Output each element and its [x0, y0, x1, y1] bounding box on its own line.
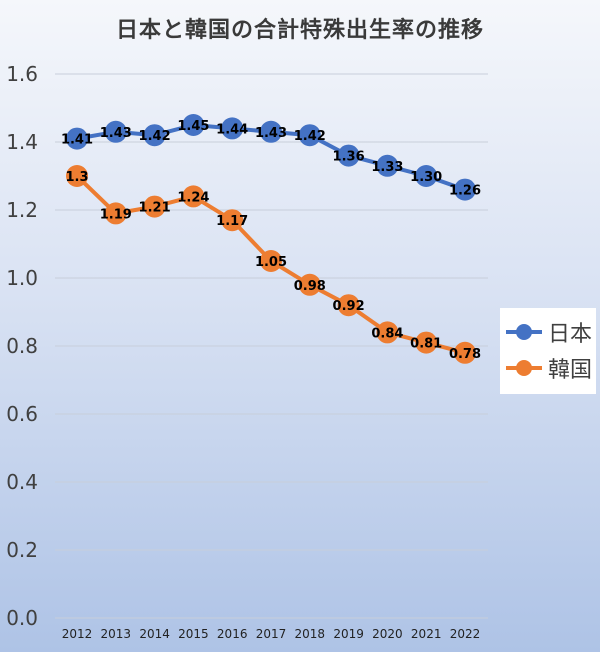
- data-label: 1.24: [177, 190, 209, 205]
- data-point: [143, 124, 166, 147]
- x-tick-label: 2019: [333, 627, 364, 641]
- data-label: 1.36: [333, 150, 365, 165]
- data-label: 0.78: [449, 347, 481, 362]
- legend-item-japan: 日本: [504, 314, 592, 350]
- data-point: [415, 165, 438, 187]
- legend-label-japan: 日本: [548, 322, 593, 347]
- x-tick-label: 2017: [256, 627, 287, 641]
- data-label: 1.17: [216, 214, 248, 229]
- data-point: [376, 321, 399, 344]
- data-label: 1.42: [139, 129, 171, 144]
- x-tick-label: 2022: [450, 627, 481, 641]
- data-point: [337, 294, 360, 317]
- data-label: 1.42: [294, 129, 326, 144]
- x-tick-label: 2013: [101, 627, 132, 641]
- data-label: 1.45: [177, 119, 209, 134]
- y-tick-label: 0.8: [6, 334, 38, 358]
- y-tick-label: 1.0: [6, 266, 38, 290]
- data-point: [66, 127, 88, 150]
- data-label: 1.33: [371, 160, 403, 175]
- data-point: [182, 185, 205, 208]
- data-point: [260, 250, 282, 272]
- legend-swatch-korea: [506, 360, 542, 376]
- data-point: [454, 341, 476, 364]
- x-tick-label: 2021: [411, 627, 442, 641]
- data-point: [415, 331, 438, 354]
- data-point: [337, 144, 360, 167]
- data-label: 0.98: [294, 279, 326, 294]
- x-tick-label: 2020: [372, 627, 403, 641]
- legend-label-korea: 韓国: [548, 358, 593, 383]
- data-label: 1.30: [410, 170, 442, 185]
- legend: 日本 韓国: [500, 308, 596, 394]
- data-point: [66, 165, 88, 187]
- data-label: 1.44: [216, 122, 248, 137]
- x-tick-label: 2014: [139, 627, 170, 641]
- data-point: [298, 124, 321, 147]
- x-tick-label: 2015: [178, 627, 209, 641]
- data-label: 1.43: [255, 126, 287, 141]
- data-point: [182, 114, 205, 136]
- data-label: 0.81: [410, 337, 442, 352]
- data-label: 0.84: [371, 326, 403, 341]
- data-label: 1.3: [65, 170, 88, 185]
- data-label: 1.21: [139, 201, 171, 216]
- data-label: 1.41: [61, 133, 93, 148]
- y-tick-label: 0.4: [6, 470, 38, 494]
- data-point: [143, 195, 166, 218]
- data-label: 1.43: [100, 126, 132, 141]
- y-tick-label: 1.2: [6, 198, 38, 222]
- data-point: [221, 209, 244, 232]
- data-point: [104, 120, 127, 143]
- x-tick-label: 2016: [217, 627, 248, 641]
- data-label: 1.26: [449, 184, 481, 199]
- data-point: [376, 154, 399, 177]
- data-label: 1.05: [255, 255, 287, 270]
- data-label: 1.19: [100, 207, 132, 222]
- y-tick-label: 1.6: [6, 62, 38, 86]
- data-point: [454, 178, 476, 201]
- data-point: [221, 117, 244, 140]
- legend-item-korea: 韓国: [504, 350, 592, 386]
- data-point: [260, 120, 282, 143]
- data-point: [298, 273, 321, 296]
- y-tick-label: 0.2: [6, 538, 38, 562]
- y-tick-label: 0.6: [6, 402, 38, 426]
- x-tick-label: 2012: [62, 627, 93, 641]
- y-tick-label: 0.0: [6, 606, 38, 630]
- data-point: [104, 202, 127, 225]
- x-tick-label: 2018: [295, 627, 326, 641]
- y-tick-label: 1.4: [6, 130, 38, 154]
- chart-title: 日本と韓国の合計特殊出生率の推移: [115, 18, 484, 43]
- legend-swatch-japan: [506, 324, 542, 340]
- data-label: 0.92: [333, 299, 365, 314]
